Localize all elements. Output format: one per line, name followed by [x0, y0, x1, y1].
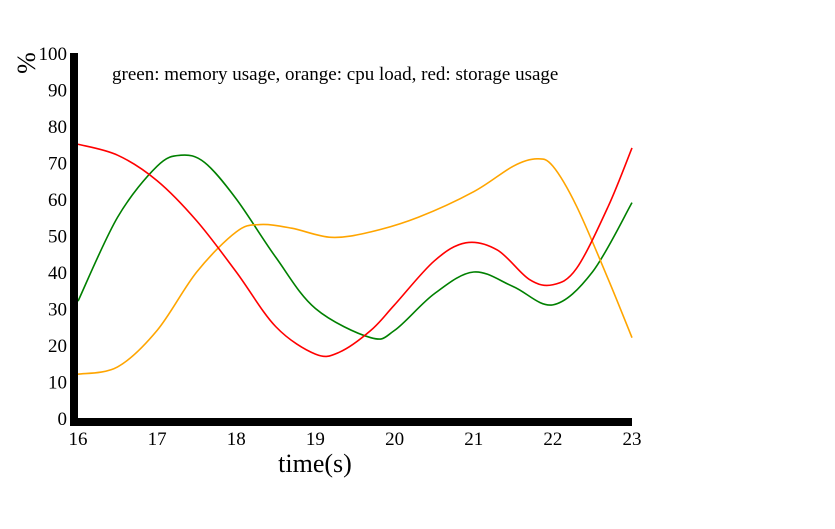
x-tick-label: 20 — [385, 429, 404, 450]
series-line-0 — [77, 154, 633, 340]
x-tick-label: 16 — [69, 429, 88, 450]
y-tick-label: 0 — [58, 409, 68, 430]
y-tick-label: 50 — [48, 227, 67, 248]
x-tick-label: 18 — [227, 429, 246, 450]
x-axis-label: time(s) — [278, 449, 352, 478]
y-tick-labels: 0 10 20 30 40 50 60 70 80 90 100 — [39, 44, 68, 430]
y-tick-label: 80 — [48, 117, 67, 138]
y-axis-label: % — [12, 52, 41, 74]
y-tick-label: 40 — [48, 263, 67, 284]
series-line-2 — [77, 143, 633, 358]
y-tick-label: 20 — [48, 336, 67, 357]
y-tick-label: 70 — [48, 154, 67, 175]
series-line-1 — [77, 158, 633, 375]
y-tick-label: 90 — [48, 81, 67, 102]
y-tick-label: 10 — [48, 373, 67, 394]
x-tick-label: 21 — [464, 429, 483, 450]
series-layer — [77, 143, 633, 375]
x-tick-label: 23 — [623, 429, 642, 450]
legend-annotation: green: memory usage, orange: cpu load, r… — [112, 64, 558, 85]
x-tick-label: 22 — [543, 429, 562, 450]
x-tick-labels: 16 17 18 19 20 21 22 23 — [69, 429, 642, 450]
x-tick-label: 17 — [148, 429, 167, 450]
y-tick-label: 60 — [48, 190, 67, 211]
axes-layer — [70, 53, 632, 426]
y-tick-label: 100 — [39, 44, 68, 65]
x-tick-label: 19 — [306, 429, 325, 450]
y-tick-label: 30 — [48, 300, 67, 321]
